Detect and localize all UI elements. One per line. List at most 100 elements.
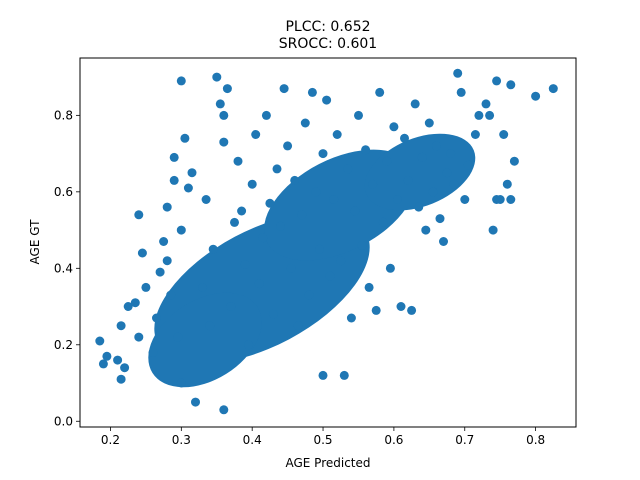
scatter-point <box>378 217 388 227</box>
scatter-point <box>368 179 378 189</box>
scatter-point <box>205 321 215 331</box>
scatter-point <box>237 206 247 216</box>
scatter-point <box>176 76 186 86</box>
scatter-point <box>509 156 519 166</box>
y-tick-label: 0.0 <box>54 414 73 428</box>
scatter-point <box>396 302 406 311</box>
scatter-point <box>173 332 183 342</box>
scatter-point <box>385 263 395 273</box>
scatter-point <box>332 130 342 139</box>
scatter-point <box>315 244 324 254</box>
chart-title: PLCC: 0.652 <box>285 19 370 35</box>
scatter-point <box>130 298 140 308</box>
scatter-point <box>375 87 385 97</box>
scatter-point <box>219 137 229 147</box>
x-tick-label: 0.2 <box>101 433 120 447</box>
scatter-point <box>421 225 431 235</box>
scatter-point <box>304 290 314 300</box>
scatter-point <box>247 179 257 189</box>
scatter-point <box>180 133 190 143</box>
chart-subtitle: SROCC: 0.601 <box>279 36 377 52</box>
scatter-point <box>230 217 239 227</box>
scatter-point <box>407 305 417 315</box>
scatter-point <box>162 256 172 266</box>
scatter-point <box>134 210 144 220</box>
scatter-point <box>166 290 176 300</box>
scatter-point <box>244 340 254 350</box>
scatter-point <box>268 309 278 319</box>
scatter-point <box>449 179 459 189</box>
scatter-point <box>198 282 208 292</box>
dense-cluster-lower <box>148 292 262 388</box>
scatter-point <box>148 347 158 357</box>
scatter-point <box>403 175 413 185</box>
x-axis-label: AGE Predicted <box>285 456 370 470</box>
scatter-point <box>446 149 456 159</box>
scatter-point <box>141 282 151 292</box>
x-axis-ticks: 0.2 0.3 0.4 0.5 0.6 0.7 0.8 <box>101 427 545 447</box>
x-tick-label: 0.7 <box>455 433 474 447</box>
scatter-point <box>169 175 179 185</box>
scatter-point <box>98 359 108 369</box>
scatter-point <box>361 145 371 155</box>
scatter-point <box>357 240 367 250</box>
scatter-point <box>254 279 264 289</box>
scatter-point <box>215 99 225 109</box>
scatter-point <box>428 187 438 197</box>
scatter-point <box>152 313 161 323</box>
scatter-point <box>251 130 261 139</box>
scatter-point <box>191 397 200 407</box>
scatter-point <box>176 225 186 235</box>
scatter-point <box>336 256 346 266</box>
scatter-point <box>137 248 147 258</box>
scatter-point <box>155 267 165 277</box>
scatter-point <box>322 95 332 105</box>
scatter-point <box>400 133 409 143</box>
scatter-point <box>474 110 484 120</box>
scatter-point <box>325 271 335 281</box>
scatter-point <box>354 110 363 120</box>
scatter-point <box>201 195 211 204</box>
scatter-point <box>123 302 133 311</box>
scatter-point <box>339 370 349 380</box>
scatter-point <box>261 110 271 120</box>
scatter-point <box>431 141 441 151</box>
scatter-point <box>414 202 424 212</box>
scatter-point <box>279 84 289 94</box>
scatter-point <box>187 168 197 178</box>
scatter-points <box>95 68 558 415</box>
scatter-point <box>272 164 282 174</box>
scatter-point <box>300 118 310 128</box>
scatter-point <box>219 110 229 120</box>
scatter-point <box>382 156 392 166</box>
scatter-point <box>159 237 169 246</box>
scatter-point <box>276 221 285 231</box>
x-tick-label: 0.8 <box>526 433 545 447</box>
scatter-point <box>297 210 307 220</box>
scatter-point <box>531 91 541 101</box>
scatter-point <box>95 336 105 346</box>
scatter-point <box>183 183 193 193</box>
scatter-point <box>102 351 112 361</box>
scatter-point <box>318 370 328 380</box>
scatter-point <box>371 305 381 315</box>
scatter-point <box>116 374 126 384</box>
scatter-point <box>453 68 463 78</box>
scatter-point <box>499 130 509 139</box>
scatter-point <box>389 122 399 132</box>
scatter-point <box>233 156 243 166</box>
scatter-point <box>470 130 480 139</box>
scatter-point <box>364 282 374 292</box>
scatter-point <box>424 118 434 128</box>
scatter-point <box>343 164 353 174</box>
scatter-point <box>506 195 516 204</box>
y-tick-label: 0.8 <box>54 108 73 122</box>
scatter-point <box>307 87 317 97</box>
scatter-point <box>176 378 186 388</box>
scatter-point <box>485 110 495 120</box>
scatter-point <box>169 152 179 162</box>
scatter-point <box>226 302 236 311</box>
x-tick-label: 0.4 <box>243 433 262 447</box>
scatter-point <box>495 195 505 204</box>
